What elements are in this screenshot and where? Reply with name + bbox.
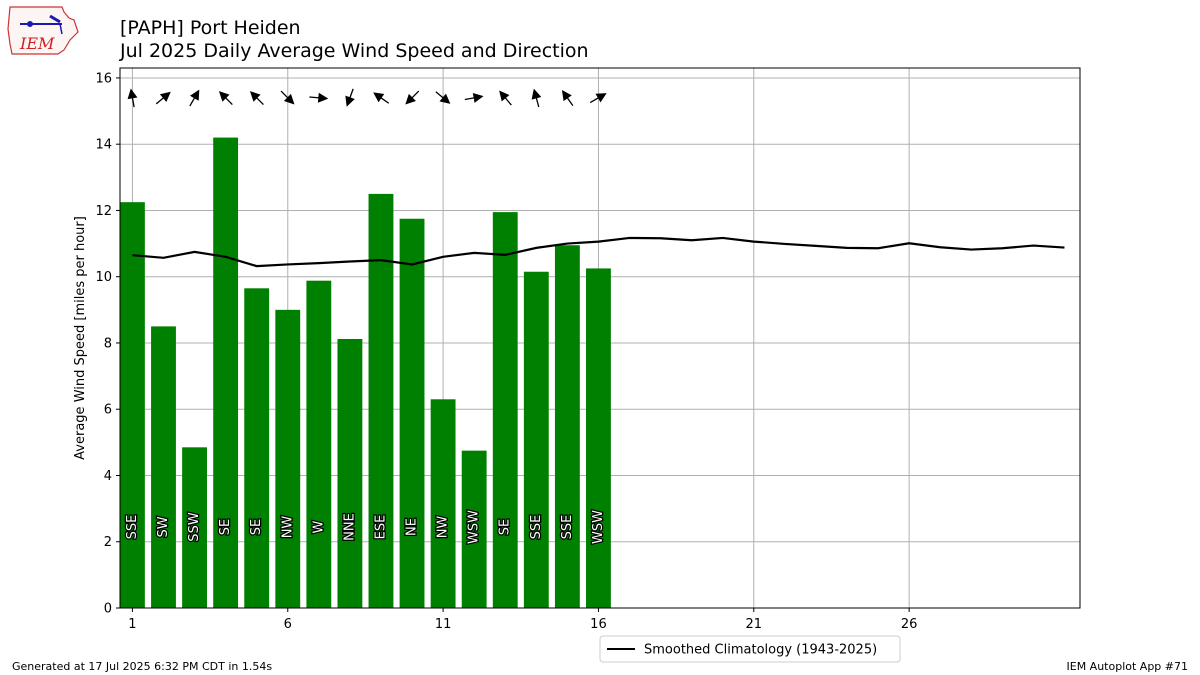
direction-label: W [311,520,326,533]
wind-arrow [155,91,171,105]
x-tick-label: 21 [746,617,763,632]
direction-label: SE [249,519,264,535]
chart-title: [PAPH] Port Heiden [120,17,301,39]
wind-arrow-head [249,91,261,102]
y-tick-label: 10 [95,270,112,285]
x-tick-label: 6 [284,617,292,632]
bar [523,271,549,608]
wind-arrow-head [561,90,572,102]
wind-arrow-head [127,88,138,100]
wind-arrows [127,88,607,108]
direction-label: SSE [529,515,544,540]
wind-arrow-head [405,93,416,105]
x-tick-label: 11 [435,617,452,632]
wind-arrow [127,88,138,108]
direction-label: SSE [560,515,575,540]
bar [586,268,611,608]
wind-arrow-head [189,89,200,101]
wind-arrow [499,90,512,106]
wind-arrow-head [373,92,385,103]
x-tick-label: 26 [901,617,918,632]
wind-arrow [435,91,451,104]
y-tick-label: 2 [104,535,112,550]
wind-arrow [345,88,355,107]
direction-label: NW [436,516,451,539]
bar [430,399,456,608]
bar [120,202,145,608]
wind-arrow-head [283,93,295,105]
climatology-line [132,236,1065,268]
bar [275,309,301,608]
direction-label: SE [498,519,513,535]
bar [368,193,394,608]
bar [244,288,270,608]
y-axis-label: Average Wind Speed [miles per hour] [73,216,88,460]
direction-label: ESE [373,515,388,540]
x-tick-label: 16 [590,617,607,632]
bar [554,245,580,608]
wind-arrow-head [499,90,510,102]
y-tick-label: 0 [104,602,112,617]
legend: Smoothed Climatology (1943-2025) [599,635,901,663]
direction-label: WSW [591,510,606,544]
wind-arrow [373,92,390,104]
y-tick-label: 4 [104,469,112,484]
y-tick-label: 16 [95,71,112,86]
bar [492,212,518,609]
iem-logo: IEM [7,6,79,55]
wind-arrow-head [439,93,451,104]
wind-arrow [464,92,484,103]
direction-label: SE [218,519,233,535]
direction-label: SSW [187,512,202,542]
direction-label: SW [156,516,171,537]
chart-subtitle: Jul 2025 Daily Average Wind Speed and Di… [120,40,589,62]
bar [151,326,176,608]
direction-label: WSW [467,510,482,544]
wind-arrow [189,89,200,107]
legend-label: Smoothed Climatology (1943-2025) [644,643,877,658]
wind-arrow [280,90,295,105]
footer-generated: Generated at 17 Jul 2025 6:32 PM CDT in … [12,660,273,673]
x-tick-label: 1 [128,617,136,632]
bars [120,137,611,609]
wind-arrow-head [218,91,230,102]
y-tick-label: 14 [95,138,112,153]
bar [306,280,332,608]
wind-arrow-head [472,92,484,103]
bar [399,218,425,608]
wind-arrow-head [595,93,607,103]
wind-arrow-head [531,88,542,100]
wind-arrow [249,91,264,105]
wind-arrow-head [159,91,171,102]
bar [461,450,487,608]
y-tick-label: 8 [104,336,112,351]
bar [337,338,363,608]
direction-label: NNE [342,513,357,541]
wind-arrow [531,88,542,108]
wind-arrow-head [345,95,355,107]
wind-arrow-head [317,92,329,103]
direction-label: NE [405,518,420,536]
footer-app: IEM Autoplot App #71 [1066,660,1189,673]
bar [213,137,239,608]
wind-arrow [589,93,607,104]
y-tick-label: 6 [104,403,112,418]
plot-frame [119,67,1081,609]
climatology-layer [132,236,1065,268]
direction-labels: SSE SW SSW SE SE NW W NNE ESE NE NW WSW SE SSE SSE WSW [124,509,608,546]
wind-arrow [561,90,574,106]
bar [182,447,207,608]
direction-label: NW [280,516,295,539]
wind-arrow [309,92,329,103]
logo-text: IEM [19,34,55,53]
wind-arrow [218,91,233,105]
wind-arrow [405,90,420,105]
legend-box [599,635,901,663]
y-tick-label: 12 [95,204,112,219]
direction-label: SSE [125,515,140,540]
